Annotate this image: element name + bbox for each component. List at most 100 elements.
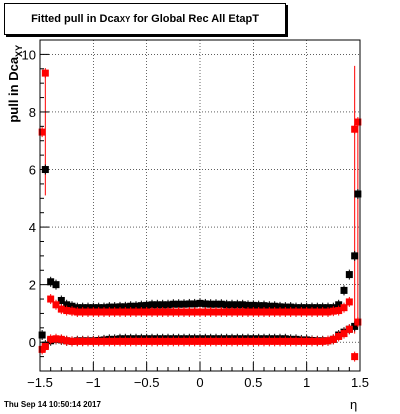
data-point: [223, 337, 231, 345]
data-point: [345, 325, 353, 333]
x-tick-label: −1: [86, 375, 101, 390]
y-tick-label: 2: [29, 278, 36, 293]
data-point: [185, 300, 193, 308]
data-point: [287, 337, 295, 345]
data-point: [63, 301, 71, 309]
data-point: [180, 308, 188, 316]
data-point: [345, 271, 353, 279]
data-point: [132, 308, 140, 316]
data-point: [143, 337, 151, 345]
data-point: [276, 308, 284, 316]
data-point: [164, 337, 172, 345]
data-point: [105, 308, 113, 316]
data-point: [265, 302, 273, 310]
data-point: [297, 308, 305, 316]
data-point: [191, 337, 199, 345]
data-point: [121, 308, 129, 316]
data-point: [47, 295, 55, 303]
data-point: [159, 337, 167, 345]
data-point: [159, 308, 167, 316]
data-point: [239, 301, 247, 309]
data-point: [73, 308, 81, 316]
data-point: [38, 128, 46, 136]
data-point: [185, 337, 193, 345]
data-point: [52, 301, 60, 309]
data-point: [260, 308, 268, 316]
data-point: [335, 307, 343, 315]
y-axis-label: pull in DcaXY: [6, 19, 24, 149]
data-point: [89, 337, 97, 345]
x-tick-label: 0: [196, 375, 203, 390]
data-point: [319, 308, 327, 316]
data-point: [95, 308, 103, 316]
data-point: [217, 308, 225, 316]
data-point: [255, 337, 263, 345]
data-point: [249, 337, 257, 345]
data-point: [281, 337, 289, 345]
x-tick-label: 1.5: [351, 375, 369, 390]
data-point: [159, 301, 167, 309]
data-point: [57, 305, 65, 313]
data-point: [212, 308, 220, 316]
data-point: [329, 307, 337, 315]
data-point: [201, 337, 209, 345]
chart-marks: [38, 65, 362, 362]
data-point: [127, 302, 135, 310]
data-point: [281, 308, 289, 316]
data-point: [175, 308, 183, 316]
data-point: [111, 337, 119, 345]
data-point: [121, 303, 129, 311]
data-point: [351, 252, 359, 260]
data-point: [169, 308, 177, 316]
data-point: [148, 308, 156, 316]
data-point: [233, 337, 241, 345]
data-point: [100, 337, 108, 345]
data-point: [175, 300, 183, 308]
data-point: [239, 308, 247, 316]
title-subscript: XY: [119, 14, 131, 24]
data-point: [313, 308, 321, 316]
data-point: [308, 337, 316, 345]
data-point: [223, 301, 231, 309]
data-point: [148, 337, 156, 345]
data-point: [335, 301, 343, 309]
data-point: [212, 300, 220, 308]
ylabel-subscript: XY: [13, 44, 24, 57]
data-point: [244, 337, 252, 345]
data-point: [95, 337, 103, 345]
data-point: [100, 308, 108, 316]
data-point: [335, 332, 343, 340]
data-point: [68, 307, 76, 315]
data-point: [244, 301, 252, 309]
data-point: [207, 308, 215, 316]
data-point: [116, 337, 124, 345]
data-point: [57, 296, 65, 304]
data-point: [180, 337, 188, 345]
data-point: [63, 337, 71, 345]
data-point: [164, 301, 172, 309]
x-tick-label: −0.5: [134, 375, 160, 390]
data-point: [41, 343, 49, 351]
title-suffix: for Global Rec All EtapT: [130, 13, 259, 25]
data-point: [303, 337, 311, 345]
data-point: [164, 308, 172, 316]
data-point: [297, 337, 305, 345]
data-point: [239, 337, 247, 345]
data-point: [255, 308, 263, 316]
data-point: [84, 308, 92, 316]
data-point: [47, 335, 55, 343]
data-point: [207, 300, 215, 308]
data-point: [148, 301, 156, 309]
data-point: [308, 308, 316, 316]
data-point: [127, 337, 135, 345]
x-tick-label: 1: [303, 375, 310, 390]
data-point: [41, 69, 49, 77]
data-point: [137, 302, 145, 310]
data-point: [169, 300, 177, 308]
data-point: [212, 337, 220, 345]
data-point: [271, 308, 279, 316]
data-point: [351, 125, 359, 133]
data-point: [121, 337, 129, 345]
data-point: [201, 300, 209, 308]
data-point: [180, 300, 188, 308]
